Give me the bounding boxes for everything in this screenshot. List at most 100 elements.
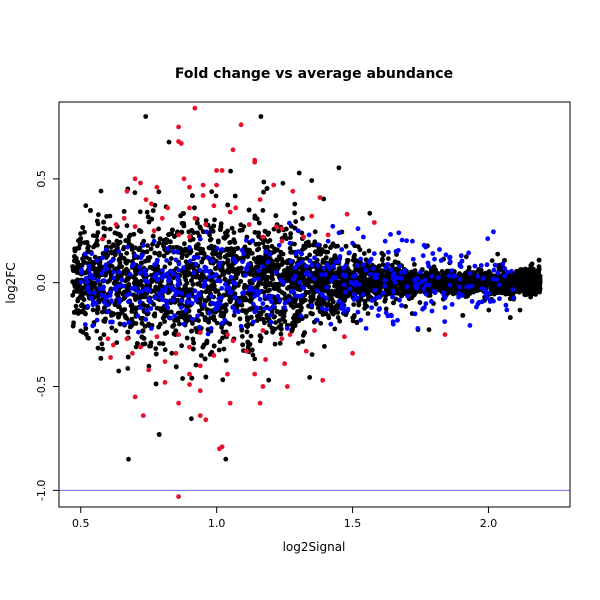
scatter-point: [132, 245, 138, 251]
scatter-point: [277, 340, 283, 346]
scatter-point: [139, 320, 145, 326]
scatter-point: [295, 283, 300, 289]
scatter-point: [193, 317, 199, 323]
scatter-point: [458, 273, 464, 279]
scatter-point: [184, 253, 190, 258]
scatter-point: [323, 255, 329, 260]
scatter-point: [246, 343, 251, 349]
scatter-point: [239, 227, 245, 233]
scatter-point: [212, 217, 217, 223]
scatter-point: [284, 236, 289, 241]
scatter-point: [292, 269, 298, 275]
scatter-point: [238, 279, 244, 284]
scatter-point: [173, 244, 179, 250]
scatter-point: [216, 238, 221, 244]
scatter-point: [229, 225, 235, 231]
scatter-point: [173, 364, 179, 370]
scatter-point: [345, 293, 351, 299]
scatter-point: [476, 267, 482, 273]
scatter-point: [442, 283, 448, 288]
scatter-point: [80, 295, 86, 301]
scatter-point: [115, 245, 120, 251]
scatter-point: [227, 297, 233, 303]
scatter-point: [112, 230, 118, 236]
scatter-point: [153, 381, 159, 387]
scatter-point: [162, 319, 168, 324]
scatter-point: [334, 289, 340, 295]
scatter-point: [137, 228, 142, 233]
scatter-point: [256, 241, 262, 247]
scatter-point: [146, 363, 152, 369]
scatter-point: [385, 256, 391, 261]
scatter-point: [291, 315, 296, 321]
scatter-point: [78, 231, 83, 237]
scatter-point: [228, 246, 234, 252]
scatter-point: [356, 302, 362, 308]
scatter-point: [255, 255, 261, 260]
scatter-point: [189, 416, 194, 422]
scatter-point: [103, 272, 108, 278]
scatter-point: [80, 225, 86, 230]
scatter-point: [157, 341, 162, 346]
scatter-point: [323, 249, 329, 255]
scatter-point: [373, 301, 379, 307]
scatter-point: [290, 326, 295, 332]
scatter-point: [94, 328, 100, 334]
scatter-point: [280, 180, 286, 186]
scatter-point: [228, 168, 234, 174]
scatter-point: [286, 272, 292, 278]
scatter-point: [519, 267, 524, 272]
scatter-point: [282, 319, 288, 324]
scatter-point: [300, 299, 305, 305]
scatter-point: [316, 280, 322, 286]
scatter-point: [126, 286, 131, 292]
scatter-point: [162, 347, 168, 353]
scatter-point: [273, 213, 279, 219]
scatter-point: [321, 279, 327, 285]
scatter-point: [321, 196, 327, 202]
scatter-point: [90, 307, 96, 313]
scatter-point: [90, 259, 95, 265]
scatter-point: [287, 245, 293, 251]
scatter-point: [217, 339, 223, 345]
scatter-point: [125, 258, 131, 264]
scatter-point: [109, 310, 115, 316]
scatter-point: [217, 255, 223, 260]
scatter-point: [82, 310, 88, 316]
scatter-point: [184, 335, 190, 341]
scatter-point: [137, 295, 143, 301]
scatter-point: [101, 225, 107, 231]
scatter-point: [86, 335, 91, 341]
scatter-point: [116, 368, 122, 374]
scatter-point: [306, 277, 311, 282]
scatter-point: [76, 238, 81, 244]
scatter-point: [95, 293, 101, 299]
scatter-point: [168, 256, 174, 261]
scatter-point: [173, 328, 179, 334]
scatter-point: [244, 329, 250, 335]
scatter-point: [276, 287, 282, 293]
scatter-point: [133, 297, 138, 302]
scatter-point: [107, 213, 113, 219]
scatter-point: [197, 224, 203, 230]
scatter-point: [250, 352, 256, 358]
scatter-point: [373, 279, 379, 285]
scatter-point: [364, 277, 370, 283]
scatter-point: [189, 328, 194, 334]
scatter-point: [179, 314, 185, 319]
scatter-point: [313, 272, 318, 278]
scatter-point: [221, 346, 227, 352]
scatter-point: [300, 339, 306, 344]
scatter-point: [223, 456, 229, 462]
scatter-point: [209, 283, 215, 288]
scatter-point: [170, 227, 175, 233]
scatter-point: [157, 252, 162, 258]
scatter-point: [152, 250, 158, 256]
scatter-point: [231, 312, 237, 318]
scatter-point: [383, 306, 389, 312]
scatter-point: [223, 234, 229, 239]
scatter-point: [438, 284, 444, 290]
scatter-point: [162, 264, 168, 270]
scatter-point: [353, 266, 359, 272]
